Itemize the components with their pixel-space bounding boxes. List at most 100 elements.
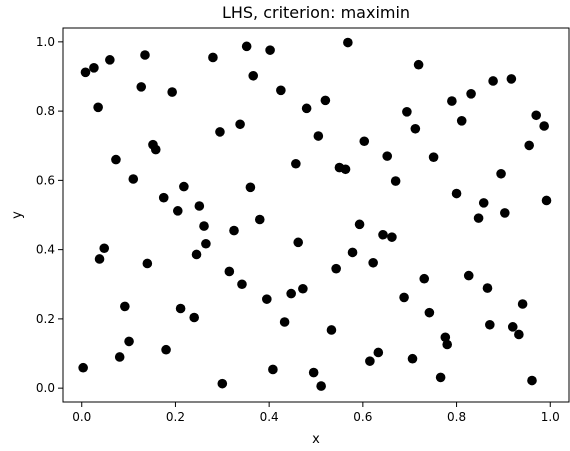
data-point-98: [531, 110, 541, 121]
data-point-29: [208, 52, 218, 63]
data-point-80: [447, 96, 457, 106]
data-point-54: [326, 325, 337, 335]
y-axis-label: y: [10, 211, 25, 219]
data-point-95: [517, 299, 528, 309]
data-point-23: [179, 181, 189, 192]
data-point-44: [279, 317, 290, 327]
data-point-70: [402, 107, 412, 117]
x-tick-label-2: 0.4: [260, 410, 279, 424]
data-point-15: [142, 258, 153, 269]
data-point-69: [399, 292, 409, 303]
data-point-77: [435, 372, 446, 383]
data-point-84: [466, 89, 476, 99]
data-point-58: [343, 37, 353, 48]
data-point-61: [359, 136, 370, 147]
data-point-30: [215, 127, 225, 137]
data-point-92: [506, 74, 517, 84]
data-point-86: [478, 198, 489, 208]
data-point-33: [229, 225, 239, 236]
data-point-78: [440, 332, 451, 343]
data-point-19: [161, 344, 171, 355]
data-point-67: [387, 232, 397, 242]
data-point-31: [217, 378, 228, 389]
y-axis-ticks: 0.0 0.2 0.4 0.6 0.8 1.0: [36, 35, 63, 395]
data-point-60: [354, 219, 365, 230]
data-point-45: [286, 288, 296, 299]
data-point-49: [301, 103, 312, 114]
x-tick-label-1: 0.2: [166, 410, 185, 424]
data-point-50: [308, 367, 319, 378]
data-point-12: [128, 174, 139, 184]
data-point-38: [248, 70, 259, 81]
data-point-100: [541, 195, 552, 206]
data-point-22: [175, 303, 186, 314]
data-point-53: [320, 95, 331, 106]
data-point-42: [268, 364, 278, 375]
data-point-89: [488, 76, 498, 86]
data-point-99: [539, 121, 549, 131]
data-point-90: [496, 168, 506, 179]
y-tick-label-2: 0.4: [36, 243, 55, 257]
data-point-28: [201, 238, 211, 249]
data-point-1: [78, 362, 88, 373]
x-axis-ticks: 0.0 0.2 0.4 0.6 0.8 1.0: [72, 402, 560, 424]
y-tick-label-4: 0.8: [36, 104, 55, 118]
data-point-7: [105, 55, 115, 65]
data-point-68: [390, 176, 401, 186]
data-point-34: [235, 119, 245, 130]
x-tick-label-0: 0.0: [72, 410, 91, 424]
data-point-81: [451, 188, 462, 199]
chart-title: LHS, criterion: maximin: [222, 3, 410, 22]
data-point-35: [237, 279, 247, 290]
x-tick-label-4: 0.8: [447, 410, 466, 424]
data-point-8: [111, 154, 121, 165]
data-point-96: [524, 140, 534, 151]
data-point-48: [298, 283, 308, 294]
plot-frame: [62, 27, 570, 403]
data-point-93: [507, 322, 518, 332]
data-point-5: [94, 254, 105, 264]
data-point-97: [527, 375, 537, 386]
data-point-82: [456, 116, 467, 126]
data-point-17: [150, 144, 161, 155]
data-point-10: [120, 301, 130, 312]
data-point-75: [424, 307, 435, 318]
data-point-24: [189, 312, 199, 323]
data-point-79: [442, 339, 452, 350]
data-point-21: [172, 206, 183, 216]
data-point-40: [262, 294, 272, 304]
data-point-83: [463, 270, 474, 281]
x-tick-label-5: 1.0: [541, 410, 560, 424]
data-point-18: [158, 192, 169, 203]
data-point-43: [276, 85, 286, 96]
data-point-94: [514, 329, 524, 340]
data-point-11: [124, 336, 134, 347]
data-point-52: [316, 381, 326, 391]
data-point-20: [167, 87, 177, 97]
x-axis-label: x: [312, 432, 320, 447]
data-point-46: [291, 158, 301, 169]
data-point-63: [368, 257, 378, 268]
data-point-14: [140, 50, 150, 60]
data-point-26: [194, 201, 205, 211]
x-tick-label-3: 0.6: [353, 410, 372, 424]
y-tick-label-5: 1.0: [36, 35, 55, 49]
data-point-3: [89, 63, 99, 73]
data-point-27: [199, 221, 209, 231]
data-point-9: [114, 352, 125, 362]
data-point-65: [378, 229, 388, 240]
data-point-55: [331, 263, 341, 274]
data-point-74: [419, 273, 430, 284]
data-point-87: [482, 283, 493, 293]
data-point-13: [136, 82, 147, 92]
data-point-85: [473, 213, 484, 223]
data-point-32: [224, 266, 235, 277]
data-points: [78, 37, 552, 391]
data-point-36: [241, 41, 252, 52]
data-point-57: [340, 164, 351, 175]
y-tick-label-0: 0.0: [36, 381, 55, 395]
data-point-71: [407, 353, 418, 364]
data-point-66: [382, 151, 393, 161]
y-tick-label-1: 0.2: [36, 312, 55, 326]
